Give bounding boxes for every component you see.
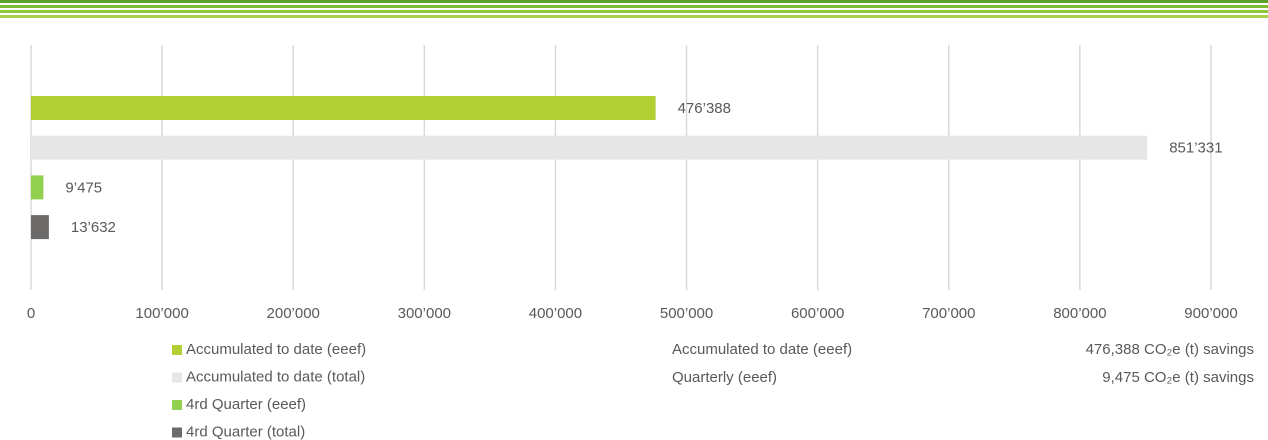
- summary-label: Accumulated to date (eeef): [672, 341, 852, 358]
- x-tick-label: 600’000: [791, 305, 844, 322]
- legend-label: 4rd Quarter (eeef): [186, 396, 306, 413]
- x-tick-label: 100’000: [135, 305, 188, 322]
- x-tick-label: 0: [27, 305, 35, 322]
- stripe: [0, 5, 1268, 8]
- x-tick-label: 500’000: [660, 305, 713, 322]
- stripe: [0, 0, 1268, 3]
- data-label: 476’388: [678, 100, 731, 117]
- summary-value: 476,388 CO₂e (t) savings: [1086, 341, 1254, 358]
- bar: [31, 96, 656, 120]
- bar: [31, 215, 49, 240]
- legend-label: 4rd Quarter (total): [186, 423, 305, 440]
- x-tick-label: 700’000: [922, 305, 975, 322]
- x-tick-label: 300’000: [398, 305, 451, 322]
- data-label: 851’331: [1169, 140, 1222, 157]
- legend-swatch: [172, 345, 182, 355]
- stripe: [0, 15, 1268, 18]
- bar: [31, 135, 1148, 160]
- legend-label: Accumulated to date (total): [186, 368, 365, 385]
- x-tick-label: 800’000: [1053, 305, 1106, 322]
- x-tick-label: 900’000: [1184, 305, 1237, 322]
- data-label: 13’632: [71, 219, 116, 236]
- data-label: 9’475: [65, 179, 102, 196]
- summary-label: Quarterly (eeef): [672, 369, 777, 386]
- x-tick-label: 400’000: [529, 305, 582, 322]
- legend-label: Accumulated to date (eeef): [186, 341, 366, 358]
- legend-swatch: [172, 400, 182, 410]
- stripe: [0, 10, 1268, 13]
- x-tick-label: 200’000: [267, 305, 320, 322]
- header-stripes: [0, 0, 1268, 18]
- summary-value: 9,475 CO₂e (t) savings: [1102, 369, 1254, 386]
- legend-swatch: [172, 372, 182, 383]
- bar: [31, 175, 44, 200]
- legend-swatch: [172, 427, 182, 438]
